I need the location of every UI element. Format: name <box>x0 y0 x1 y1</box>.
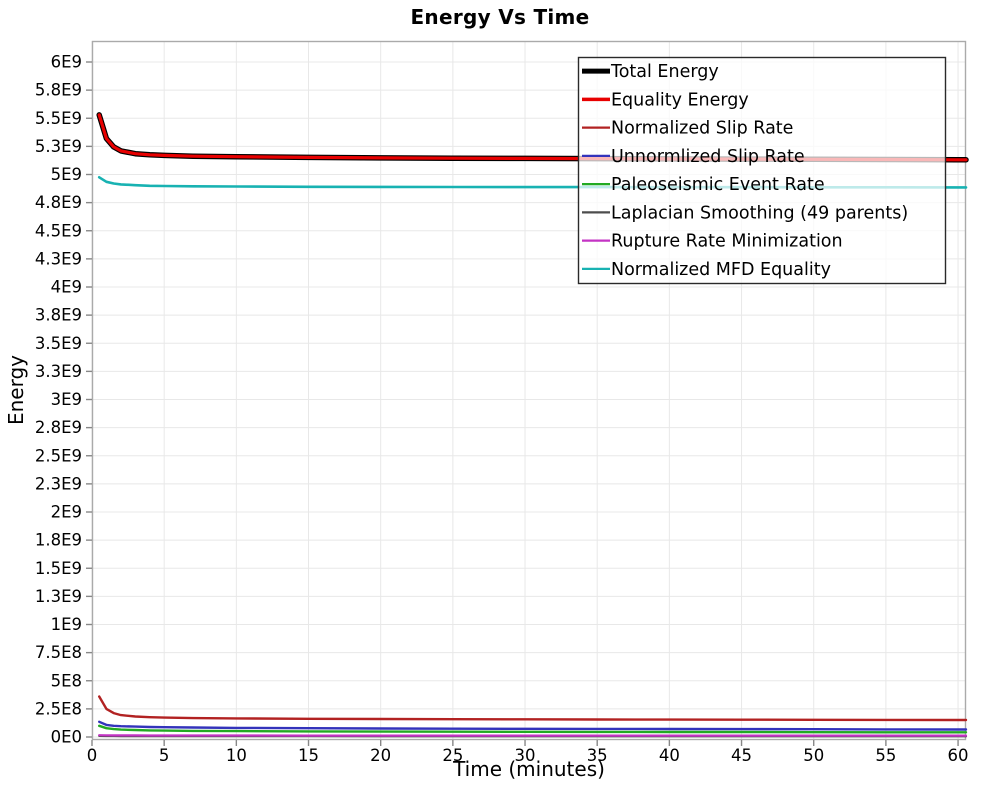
series-line-unnormlized-slip-rate <box>98 720 968 731</box>
y-tick-label: 3.8E9 <box>35 306 82 325</box>
y-tick-label: 2.3E9 <box>35 474 82 493</box>
y-tick-label: 1.5E9 <box>35 559 82 578</box>
x-axis-title: Time (minutes) <box>453 757 605 781</box>
y-tick-label: 7.5E8 <box>35 643 82 662</box>
x-tick-label: 10 <box>226 746 247 765</box>
legend-item: Total Energy <box>582 62 719 82</box>
legend-label: Paleoseismic Event Rate <box>611 175 825 195</box>
y-tick-label: 2.8E9 <box>35 418 82 437</box>
y-tick-label: 1.8E9 <box>35 531 82 550</box>
y-tick-label: 5.5E9 <box>35 109 82 128</box>
series-line-normalized-slip-rate <box>98 695 968 722</box>
legend-label: Normalized Slip Rate <box>611 119 793 139</box>
y-tick-label: 5.3E9 <box>35 137 82 156</box>
x-tick-label: 55 <box>875 746 896 765</box>
y-tick-label: 2.5E9 <box>35 446 82 465</box>
x-tick-label: 25 <box>442 746 463 765</box>
y-tick-label: 3.3E9 <box>35 362 82 381</box>
y-tick-label: 1E9 <box>51 615 82 634</box>
legend-label: Normalized MFD Equality <box>611 260 831 280</box>
y-tick-label: 5.8E9 <box>35 81 82 100</box>
legend-item: Normalized MFD Equality <box>582 260 831 280</box>
y-tick-label: 2E9 <box>51 503 82 522</box>
legend-item: Normalized Slip Rate <box>582 119 793 139</box>
legend-item: Laplacian Smoothing (49 parents) <box>582 203 908 223</box>
plot-border <box>91 40 967 741</box>
x-tick-label: 60 <box>948 746 969 765</box>
x-tick-label: 5 <box>159 746 170 765</box>
legend-label: Total Energy <box>610 62 719 82</box>
legend-item: Paleoseismic Event Rate <box>582 175 825 195</box>
y-tick-label: 3E9 <box>51 390 82 409</box>
y-tick-label: 0E0 <box>51 728 82 747</box>
y-tick-label: 2.5E8 <box>35 699 82 718</box>
x-tick-label: 0 <box>87 746 98 765</box>
series-line-paleoseismic-event-rate <box>98 724 968 734</box>
y-axis: 6E9 5.8E9 5.5E9 5.3E9 5E9 4.8E9 4.5E9 4.3E9 4E9 3… <box>35 53 92 747</box>
legend-item: Rupture Rate Minimization <box>582 232 843 252</box>
y-tick-label: 4.8E9 <box>35 193 82 212</box>
legend-item: Equality Energy <box>582 90 749 110</box>
y-tick-label: 3.5E9 <box>35 334 82 353</box>
y-tick-label: 4E9 <box>51 278 82 297</box>
legend-label: Laplacian Smoothing (49 parents) <box>611 203 908 223</box>
x-tick-label: 35 <box>587 746 608 765</box>
y-tick-label: 5E9 <box>51 165 82 184</box>
x-tick-label: 15 <box>298 746 319 765</box>
legend: Total Energy Equality Energy Normalized Sl… <box>577 56 947 285</box>
y-tick-label: 6E9 <box>51 53 82 72</box>
y-tick-label: 5E8 <box>51 671 82 690</box>
y-tick-label: 4.3E9 <box>35 249 82 268</box>
legend-label: Rupture Rate Minimization <box>611 232 843 252</box>
legend-label: Unnormlized Slip Rate <box>611 147 805 167</box>
x-axis: 0 5 10 15 20 25 30 35 40 45 50 55 60 <box>87 740 969 765</box>
x-tick-label: 20 <box>370 746 391 765</box>
x-tick-label: 30 <box>515 746 536 765</box>
y-tick-label: 1.3E9 <box>35 587 82 606</box>
legend-label: Equality Energy <box>611 90 749 110</box>
legend-item: Unnormlized Slip Rate <box>582 147 805 167</box>
chart-title: Energy Vs Time <box>410 5 590 29</box>
x-tick-label: 50 <box>803 746 824 765</box>
x-tick-label: 45 <box>731 746 752 765</box>
x-tick-label: 40 <box>659 746 680 765</box>
y-tick-label: 4.5E9 <box>35 221 82 240</box>
legend-box <box>577 56 947 285</box>
